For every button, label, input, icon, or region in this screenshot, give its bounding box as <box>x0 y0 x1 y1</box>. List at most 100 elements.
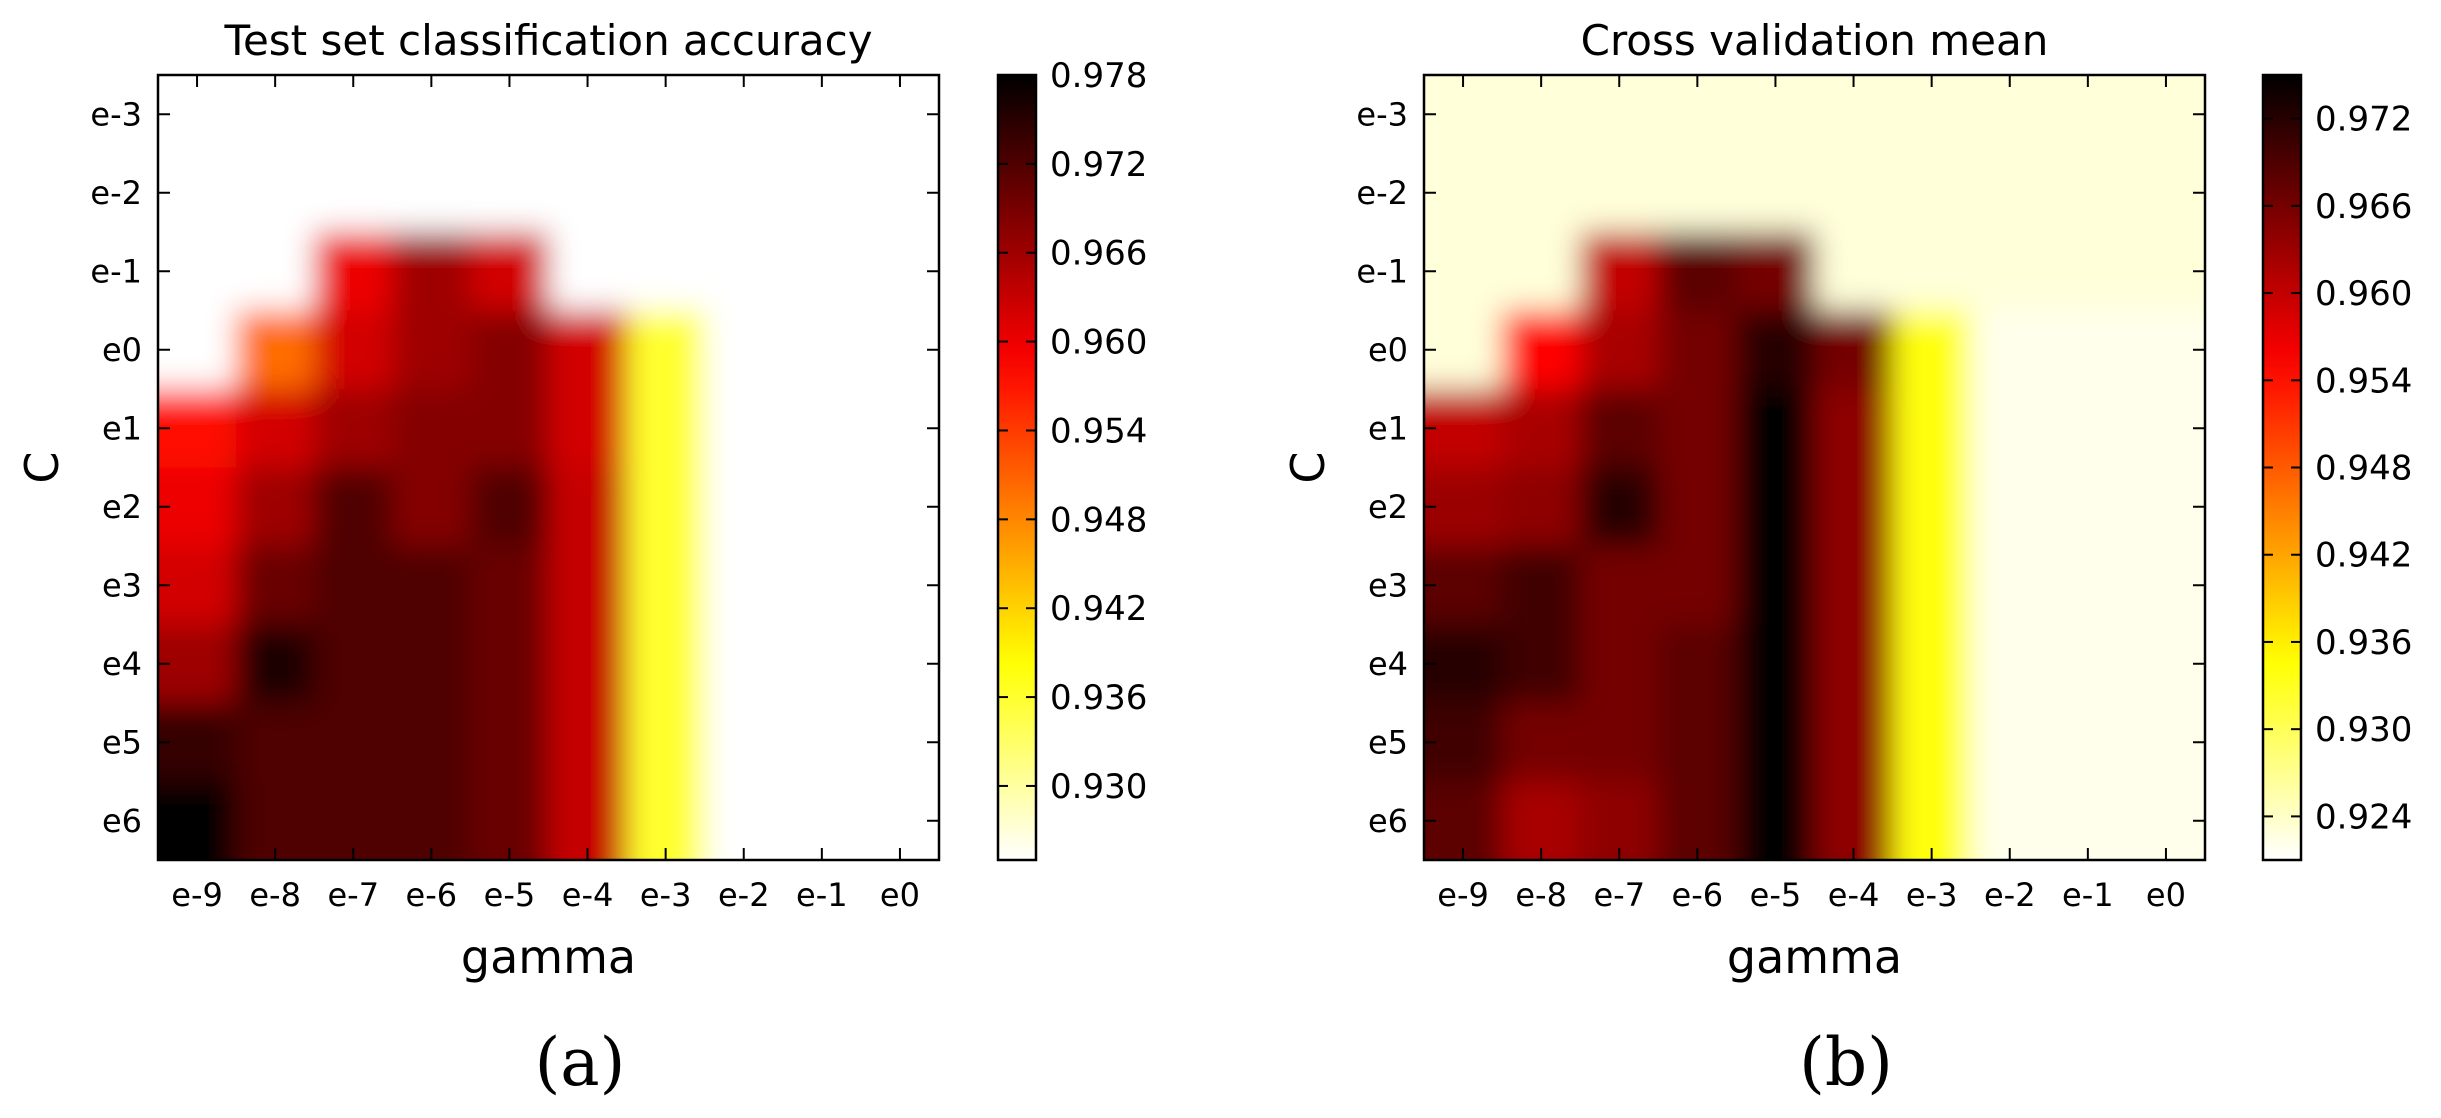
heatmap-cell <box>1424 310 1504 390</box>
chart-a-panel-label: (a) <box>535 1024 626 1101</box>
heatmap-cell <box>1658 546 1738 626</box>
chart-a-axes-frame <box>156 73 941 862</box>
chart-a-heatmap <box>158 75 939 860</box>
heatmap-cell <box>2048 703 2128 783</box>
heatmap-cell <box>1892 389 1972 469</box>
heatmap-cell <box>548 389 628 469</box>
heatmap-cell <box>470 546 550 626</box>
colorbar-tick-label: 0.954 <box>1050 411 1147 451</box>
chart-b-ylabel: C <box>1281 451 1335 483</box>
x-tick-label: e-6 <box>1672 876 1724 914</box>
colorbar-tick-label: 0.972 <box>2315 100 2412 140</box>
heatmap-cell <box>392 624 472 704</box>
heatmap-cell <box>782 389 862 469</box>
heatmap-cell <box>2048 153 2128 233</box>
colorbar-tick-label: 0.942 <box>2315 536 2412 576</box>
heatmap-cell <box>626 232 706 312</box>
heatmap-cell <box>626 389 706 469</box>
y-tick-label: e4 <box>102 645 142 683</box>
heatmap-cell <box>1424 467 1504 547</box>
x-tick-label: e-8 <box>249 876 301 914</box>
heatmap-cell <box>158 389 238 469</box>
chart-b-heatmap <box>1424 75 2205 860</box>
heatmap-cell <box>626 624 706 704</box>
heatmap-cell <box>860 389 939 469</box>
x-tick-label: e-2 <box>718 876 770 914</box>
heatmap-cell <box>1502 389 1582 469</box>
heatmap-cell <box>158 703 238 783</box>
heatmap-cell <box>1970 781 2050 860</box>
heatmap-cell <box>314 546 394 626</box>
heatmap-cell <box>314 781 394 860</box>
heatmap-cell <box>1736 703 1816 783</box>
heatmap-cell <box>704 703 784 783</box>
heatmap-cell <box>1580 703 1660 783</box>
y-tick-label: e-2 <box>90 174 142 212</box>
heatmap-cell <box>860 781 939 860</box>
x-tick-label: e-4 <box>562 876 614 914</box>
heatmap-cell <box>1970 389 2050 469</box>
heatmap-cell <box>860 232 939 312</box>
x-tick-label: e-1 <box>2062 876 2114 914</box>
heatmap-cell <box>470 389 550 469</box>
heatmap-cell <box>1658 232 1738 312</box>
heatmap-cell <box>158 781 238 860</box>
heatmap-cell <box>2126 703 2205 783</box>
heatmap-cell <box>2126 310 2205 390</box>
heatmap-cell <box>392 310 472 390</box>
y-tick-label: e3 <box>102 566 142 604</box>
heatmap-cell <box>782 781 862 860</box>
heatmap-cell <box>1736 232 1816 312</box>
heatmap-cell <box>1580 153 1660 233</box>
heatmap-cell <box>860 624 939 704</box>
heatmap-cell <box>158 546 238 626</box>
heatmap-cell <box>158 153 238 233</box>
heatmap-cell <box>158 75 238 155</box>
heatmap-cell <box>470 310 550 390</box>
heatmap-cell <box>860 153 939 233</box>
heatmap-cell <box>1502 624 1582 704</box>
heatmap-cell <box>704 389 784 469</box>
heatmap-cell <box>1736 389 1816 469</box>
heatmap-cell <box>392 781 472 860</box>
heatmap-cell <box>1502 153 1582 233</box>
heatmap-cell <box>1502 781 1582 860</box>
heatmap-cell <box>392 703 472 783</box>
heatmap-cell <box>548 546 628 626</box>
chart-a-ylabel: C <box>15 451 69 483</box>
heatmap-cell <box>236 624 316 704</box>
heatmap-cell <box>314 232 394 312</box>
heatmap-cell <box>548 153 628 233</box>
heatmap-cell <box>782 310 862 390</box>
heatmap-cell <box>1814 75 1894 155</box>
heatmap-cell <box>1658 624 1738 704</box>
heatmap-cell <box>1892 232 1972 312</box>
x-tick-label: e-1 <box>796 876 848 914</box>
x-tick-label: e-3 <box>1906 876 1958 914</box>
chart-a-colorbar <box>996 73 1038 862</box>
heatmap-cell <box>2126 389 2205 469</box>
heatmap-cell <box>1970 546 2050 626</box>
heatmap-cell <box>392 75 472 155</box>
heatmap-cell <box>1736 781 1816 860</box>
heatmap-cell <box>1580 624 1660 704</box>
heatmap-cell <box>1580 75 1660 155</box>
heatmap-cell <box>158 232 238 312</box>
heatmap-cell <box>470 703 550 783</box>
heatmap-cell <box>1658 389 1738 469</box>
heatmap-cell <box>860 703 939 783</box>
heatmap-cell <box>2126 624 2205 704</box>
heatmap-cell <box>1814 467 1894 547</box>
heatmap-cell <box>236 153 316 233</box>
heatmap-cell <box>1970 467 2050 547</box>
heatmap-cell <box>1658 703 1738 783</box>
y-tick-label: e4 <box>1368 645 1408 683</box>
x-tick-label: e-2 <box>1984 876 2036 914</box>
heatmap-cell <box>704 75 784 155</box>
heatmap-cell <box>2126 467 2205 547</box>
heatmap-cell <box>1658 781 1738 860</box>
heatmap-cell <box>1892 467 1972 547</box>
heatmap-cell <box>2048 310 2128 390</box>
colorbar-tick-label: 0.966 <box>1050 234 1147 274</box>
heatmap-cell <box>314 75 394 155</box>
